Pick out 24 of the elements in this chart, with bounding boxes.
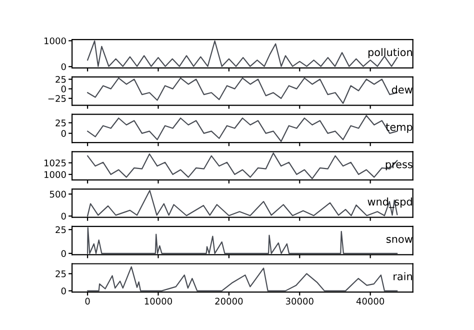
x-tick-label: 0 xyxy=(85,298,90,305)
text: pollution xyxy=(368,48,412,58)
x-tick-label: 20000 xyxy=(215,298,243,305)
y-tick-label: 0 xyxy=(61,288,66,294)
y-tick-label: 1025 xyxy=(44,160,66,166)
y-tick-label: 0 xyxy=(61,63,66,70)
y-tick-label: 0 xyxy=(61,250,66,257)
y-tick-label: 0 xyxy=(61,130,66,137)
y-tick-label: 25 xyxy=(56,226,66,234)
y-tick-label: 500 xyxy=(50,190,66,198)
x-tick-label: 30000 xyxy=(286,298,314,305)
y-tick-label: 25 xyxy=(56,76,66,83)
text: snow xyxy=(386,236,412,243)
y-tick-label: 0 xyxy=(61,86,66,92)
y-tick-label: −25 xyxy=(48,95,66,102)
y-tick-label: 1000 xyxy=(44,171,66,178)
y-tick-label: 1000 xyxy=(44,37,66,44)
y-tick-label: 25 xyxy=(56,119,66,126)
text: rain xyxy=(394,272,412,280)
y-tick-label: 0 xyxy=(61,212,66,220)
x-tick-label: 40000 xyxy=(356,298,384,305)
x-tick-label: 10000 xyxy=(144,298,172,305)
text: dew xyxy=(392,85,412,94)
y-tick-label: 25 xyxy=(56,270,66,278)
